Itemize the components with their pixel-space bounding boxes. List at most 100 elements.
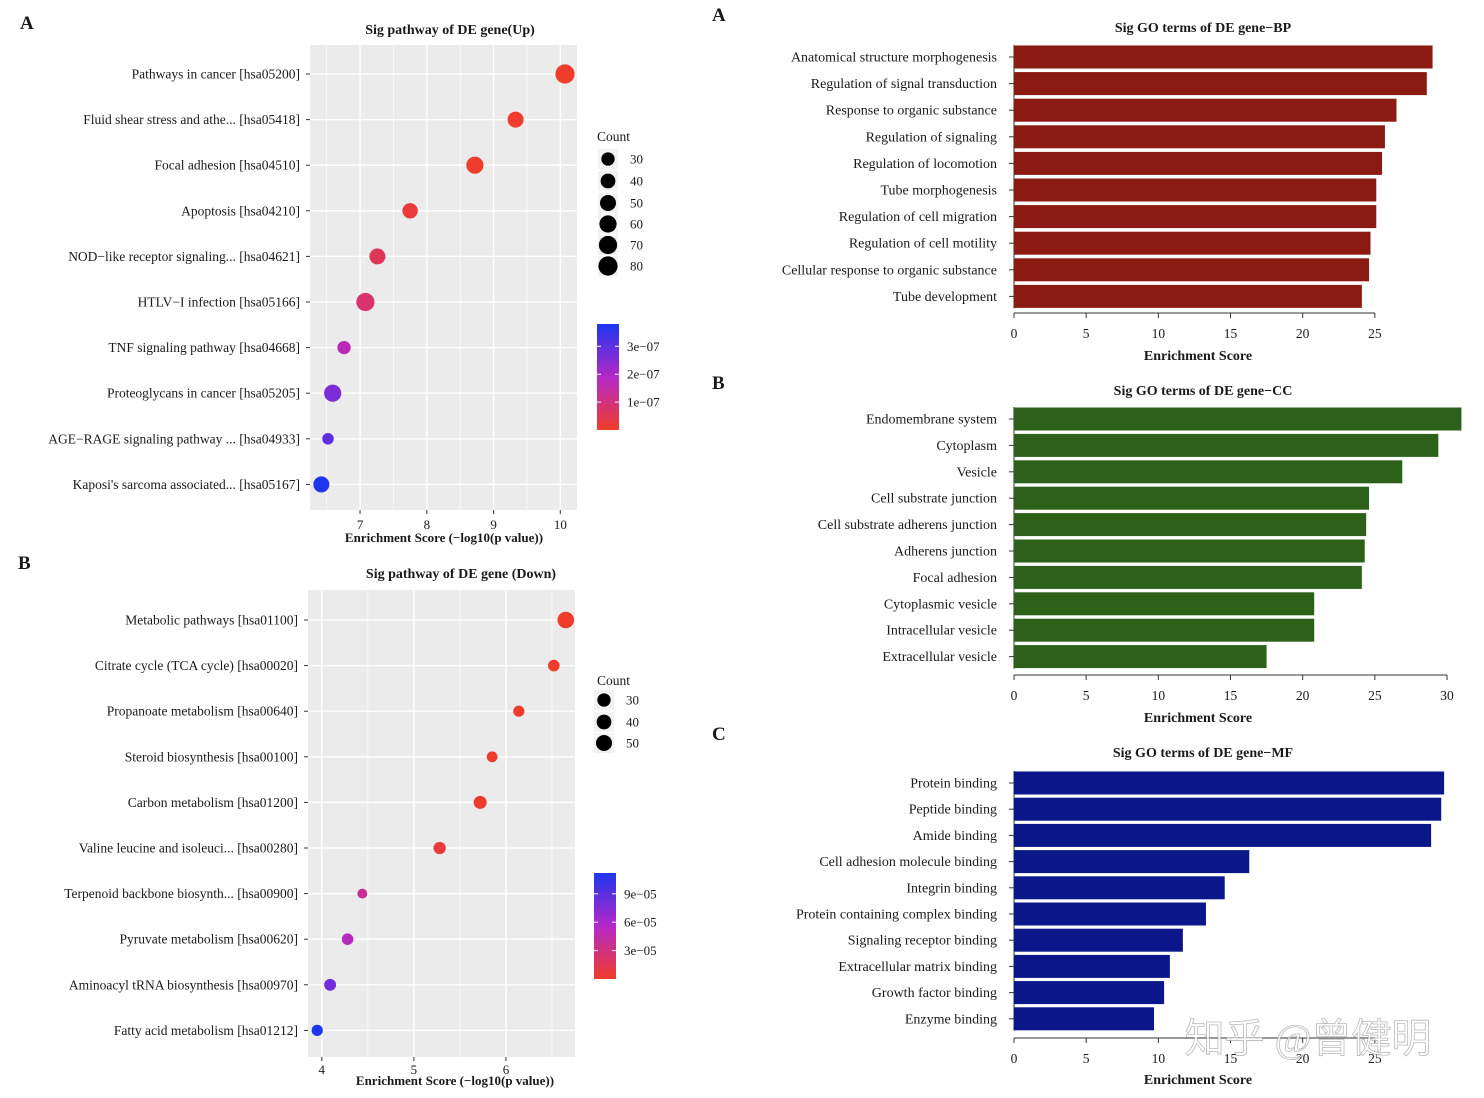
chart-title: Sig pathway of DE gene (Down) (366, 567, 557, 582)
data-point (507, 111, 524, 128)
bar (1014, 771, 1445, 795)
plot-area (308, 590, 575, 1057)
data-point (322, 432, 334, 445)
category-label: Regulation of signaling (866, 130, 997, 145)
category-label: Protein containing complex binding (796, 908, 997, 923)
category-label: Extracellular matrix binding (838, 960, 997, 975)
color-legend-label: 3e−07 (627, 339, 660, 354)
category-label: Integrin binding (906, 881, 997, 896)
bar (1014, 258, 1370, 282)
data-point (486, 751, 498, 763)
category-label: Growth factor binding (872, 986, 997, 1001)
data-point (548, 659, 560, 672)
category-label: Tube development (893, 290, 997, 305)
size-legend-label: 50 (626, 736, 639, 751)
category-label: Regulation of signal transduction (811, 77, 997, 92)
category-label: Cell adhesion molecule binding (819, 855, 997, 870)
category-label: Kaposi's sarcoma associated... [hsa05167… (73, 477, 300, 492)
x-tick-label: 8 (424, 517, 431, 532)
chart-title: Sig GO terms of DE gene−MF (1113, 746, 1293, 761)
category-label: Cytoplasmic vesicle (884, 597, 997, 612)
bar (1014, 645, 1267, 669)
x-tick-label: 5 (411, 1062, 418, 1077)
x-tick-label: 20 (1296, 326, 1310, 341)
category-label: Apoptosis [hsa04210] (181, 203, 300, 218)
panel-label: B (712, 373, 725, 394)
category-label: Response to organic substance (826, 104, 997, 119)
category-label: Pathways in cancer [hsa05200] (132, 67, 300, 82)
bar (1014, 433, 1439, 457)
category-label: Protein binding (910, 777, 997, 792)
category-label: Focal adhesion (913, 571, 997, 586)
category-label: Anatomical structure morphogenesis (791, 51, 997, 66)
category-label: Cell substrate junction (871, 492, 997, 507)
data-point (324, 978, 337, 991)
size-legend-title: Count (597, 129, 630, 144)
category-label: Fatty acid metabolism [hsa01212] (114, 1023, 298, 1038)
category-label: Regulation of cell migration (839, 210, 997, 225)
color-legend-bar (594, 873, 616, 979)
x-axis-label: Enrichment Score (1144, 1073, 1252, 1088)
category-label: Tube morphogenesis (880, 184, 997, 199)
bar (1014, 592, 1315, 616)
bar (1014, 981, 1165, 1005)
size-legend-label: 70 (630, 238, 643, 253)
x-tick-label: 10 (1152, 326, 1166, 341)
x-tick-label: 4 (319, 1062, 326, 1077)
category-label: Steroid biosynthesis [hsa00100] (125, 749, 298, 764)
data-point (433, 841, 446, 855)
x-tick-label: 25 (1368, 1051, 1382, 1066)
category-label: Endomembrane system (866, 413, 997, 428)
size-legend-label: 30 (630, 152, 643, 167)
category-label: Fluid shear stress and athe... [hsa05418… (83, 112, 300, 127)
category-label: Propanoate metabolism [hsa00640] (107, 704, 298, 719)
color-legend-label: 3e−05 (624, 943, 657, 958)
bar (1014, 928, 1183, 952)
bar-panel-bp: A Sig GO terms of DE gene−BP Anatomical st… (712, 5, 1433, 364)
x-tick-label: 10 (1152, 1051, 1166, 1066)
data-point (473, 795, 487, 809)
size-legend-label: 80 (630, 259, 643, 274)
category-label: NOD−like receptor signaling... [hsa04621… (68, 249, 300, 264)
x-tick-label: 9 (490, 517, 497, 532)
data-point (513, 705, 525, 717)
data-point (466, 156, 484, 174)
panel-label: A (712, 5, 726, 26)
bar (1014, 72, 1427, 96)
data-point (324, 384, 342, 402)
bar (1014, 565, 1362, 589)
data-point (357, 888, 368, 899)
bar (1014, 205, 1377, 229)
category-label: Metabolic pathways [hsa01100] (125, 613, 298, 628)
category-label: Pyruvate metabolism [hsa00620] (120, 932, 298, 947)
category-label: Adherens junction (894, 545, 997, 560)
bar (1014, 98, 1397, 122)
watermark: 知乎 @曾健明 (1185, 1016, 1432, 1061)
bar-panel-cc: B Sig GO terms of DE gene−CC Endomembrane … (712, 373, 1462, 726)
bar (1014, 513, 1367, 537)
x-tick-label: 5 (1083, 688, 1090, 703)
color-legend-label: 2e−07 (627, 367, 660, 382)
bar (1014, 407, 1462, 431)
x-tick-label: 5 (1083, 1051, 1090, 1066)
bar (1014, 45, 1433, 69)
category-label: TNF signaling pathway [hsa04668] (108, 340, 300, 355)
size-legend-title: Count (597, 673, 630, 688)
data-point (402, 203, 418, 219)
category-label: AGE−RAGE signaling pathway ... [hsa04933… (48, 431, 300, 446)
panel-label: C (712, 724, 726, 745)
size-legend-label: 60 (630, 217, 643, 232)
x-tick-label: 25 (1368, 326, 1382, 341)
plot-area (310, 45, 577, 510)
category-label: Aminoacyl tRNA biosynthesis [hsa00970] (69, 977, 298, 992)
category-label: Proteoglycans in cancer [hsa05205] (107, 386, 300, 401)
bar (1014, 618, 1315, 642)
x-tick-label: 10 (554, 517, 567, 532)
x-tick-label: 10 (1152, 688, 1166, 703)
category-label: Focal adhesion [hsa04510] (155, 158, 300, 173)
size-legend-label: 40 (626, 715, 639, 730)
category-label: Carbon metabolism [hsa01200] (128, 795, 298, 810)
data-point (557, 611, 575, 629)
x-axis-label: Enrichment Score (1144, 711, 1252, 726)
x-axis-label: Enrichment Score (1144, 349, 1252, 364)
